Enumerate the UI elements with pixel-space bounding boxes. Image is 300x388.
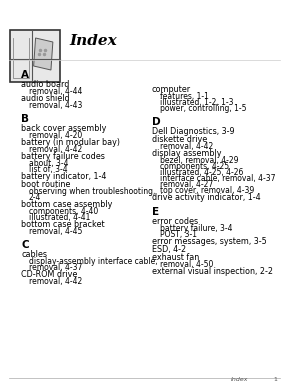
Text: battery (in modular bay): battery (in modular bay): [21, 138, 120, 147]
Text: removal, 4-20: removal, 4-20: [29, 131, 82, 140]
Text: observing when troubleshooting,: observing when troubleshooting,: [29, 187, 155, 196]
Text: ESD, 4-2: ESD, 4-2: [152, 245, 186, 254]
Text: interface cable, removal, 4-37: interface cable, removal, 4-37: [160, 174, 275, 183]
Text: 1: 1: [273, 377, 277, 382]
Text: battery failure codes: battery failure codes: [21, 152, 105, 161]
Text: back cover assembly: back cover assembly: [21, 124, 106, 133]
Text: C: C: [21, 240, 29, 250]
Text: removal, 4-45: removal, 4-45: [29, 227, 82, 236]
Text: bottom case assembly: bottom case assembly: [21, 200, 112, 209]
Text: removal, 4-42: removal, 4-42: [29, 145, 82, 154]
Text: top cover, removal, 4-39: top cover, removal, 4-39: [160, 186, 254, 195]
Text: error messages, system, 3-5: error messages, system, 3-5: [152, 237, 267, 246]
Text: illustrated, 4-41: illustrated, 4-41: [29, 213, 90, 222]
Text: exhaust fan: exhaust fan: [152, 253, 199, 262]
Text: bezel, removal, 4-29: bezel, removal, 4-29: [160, 156, 238, 165]
Text: features, 1-1: features, 1-1: [160, 92, 208, 101]
Text: illustrated, 4-25, 4-26: illustrated, 4-25, 4-26: [160, 168, 243, 177]
Text: Index: Index: [231, 377, 248, 382]
Text: boot routine: boot routine: [21, 180, 70, 189]
Text: removal, 4-43: removal, 4-43: [29, 101, 82, 110]
Text: POST, 3-1: POST, 3-1: [160, 230, 197, 239]
Text: battery failure, 3-4: battery failure, 3-4: [160, 224, 232, 233]
Text: bottom case bracket: bottom case bracket: [21, 220, 105, 229]
Text: removal, 4-50: removal, 4-50: [160, 260, 213, 269]
Bar: [10, 30, 60, 82]
Text: external visual inspection, 2-2: external visual inspection, 2-2: [152, 267, 273, 276]
Text: battery indicator, 1-4: battery indicator, 1-4: [21, 172, 106, 181]
Text: power, controlling, 1-5: power, controlling, 1-5: [160, 104, 246, 113]
Text: removal, 4-27: removal, 4-27: [160, 180, 213, 189]
Text: cables: cables: [21, 250, 47, 259]
Text: components, 4-25: components, 4-25: [160, 162, 229, 171]
Text: diskette drive: diskette drive: [152, 135, 207, 144]
Text: audio board: audio board: [21, 80, 70, 89]
Text: about, 3-4: about, 3-4: [29, 159, 68, 168]
Text: removal, 4-42: removal, 4-42: [29, 277, 82, 286]
Text: illustrated, 1-2, 1-3: illustrated, 1-2, 1-3: [160, 98, 233, 107]
Text: removal, 4-44: removal, 4-44: [29, 87, 82, 96]
Text: Index: Index: [69, 34, 117, 48]
Text: removal, 4-37: removal, 4-37: [29, 263, 82, 272]
Polygon shape: [34, 38, 53, 70]
Text: audio shield: audio shield: [21, 94, 70, 103]
Text: removal, 4-42: removal, 4-42: [160, 142, 213, 151]
Text: A: A: [21, 70, 29, 80]
Text: components, 4-40: components, 4-40: [29, 207, 98, 216]
Text: display-assembly interface cable,: display-assembly interface cable,: [29, 257, 158, 266]
Text: Dell Diagnostics, 3-9: Dell Diagnostics, 3-9: [152, 127, 235, 136]
Text: drive activity indicator, 1-4: drive activity indicator, 1-4: [152, 193, 260, 202]
Text: computer: computer: [152, 85, 191, 94]
Text: display assembly: display assembly: [152, 149, 221, 158]
Text: D: D: [152, 117, 161, 127]
Text: CD-ROM drive: CD-ROM drive: [21, 270, 77, 279]
Text: list of, 3-4: list of, 3-4: [29, 165, 68, 174]
Text: E: E: [152, 207, 159, 217]
Text: error codes: error codes: [152, 217, 198, 226]
Text: B: B: [21, 114, 29, 124]
Text: 2-4: 2-4: [29, 193, 41, 202]
